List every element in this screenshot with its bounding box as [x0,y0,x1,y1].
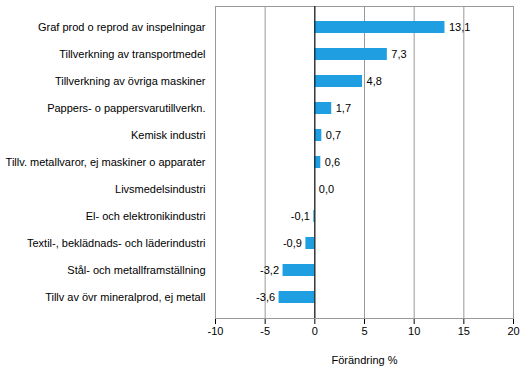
svg-text:5: 5 [361,325,367,337]
svg-text:Pappers- o pappersvarutillverk: Pappers- o pappersvarutillverkn. [47,102,205,114]
svg-text:0,6: 0,6 [325,156,340,168]
svg-text:0: 0 [312,325,318,337]
svg-text:Tillv av övr mineralprod, ej m: Tillv av övr mineralprod, ej metall [45,291,205,303]
svg-text:0,7: 0,7 [326,129,341,141]
svg-text:7,3: 7,3 [391,48,406,60]
svg-text:1,7: 1,7 [336,102,351,114]
svg-text:Tillverkning av transportmedel: Tillverkning av transportmedel [59,48,205,60]
svg-text:Livsmedelsindustri: Livsmedelsindustri [115,183,205,195]
svg-text:Tillv. metallvaror, ej maskine: Tillv. metallvaror, ej maskiner o appara… [6,156,206,168]
svg-text:4,8: 4,8 [367,75,382,87]
svg-text:10: 10 [408,325,420,337]
svg-text:13,1: 13,1 [449,21,470,33]
svg-text:El- och elektronikindustri: El- och elektronikindustri [86,210,206,222]
svg-text:15: 15 [458,325,470,337]
svg-text:20: 20 [507,325,519,337]
svg-text:-0,9: -0,9 [283,237,302,249]
svg-text:-3,6: -3,6 [256,291,275,303]
svg-text:0,0: 0,0 [319,183,334,195]
svg-text:-0,1: -0,1 [291,210,310,222]
svg-text:-5: -5 [260,325,270,337]
svg-text:Kemisk industri: Kemisk industri [131,129,206,141]
svg-text:Tillverkning av övriga maskine: Tillverkning av övriga maskiner [55,75,206,87]
svg-text:-3,2: -3,2 [260,264,279,276]
svg-text:Graf prod o reprod av inspelni: Graf prod o reprod av inspelningar [38,21,206,33]
svg-text:Förändring %: Förändring % [331,354,397,366]
svg-text:Textil-, beklädnads- och läder: Textil-, beklädnads- och läderindustri [27,237,206,249]
svg-text:Stål- och metallframställning: Stål- och metallframställning [67,264,205,276]
svg-text:-10: -10 [208,325,224,337]
